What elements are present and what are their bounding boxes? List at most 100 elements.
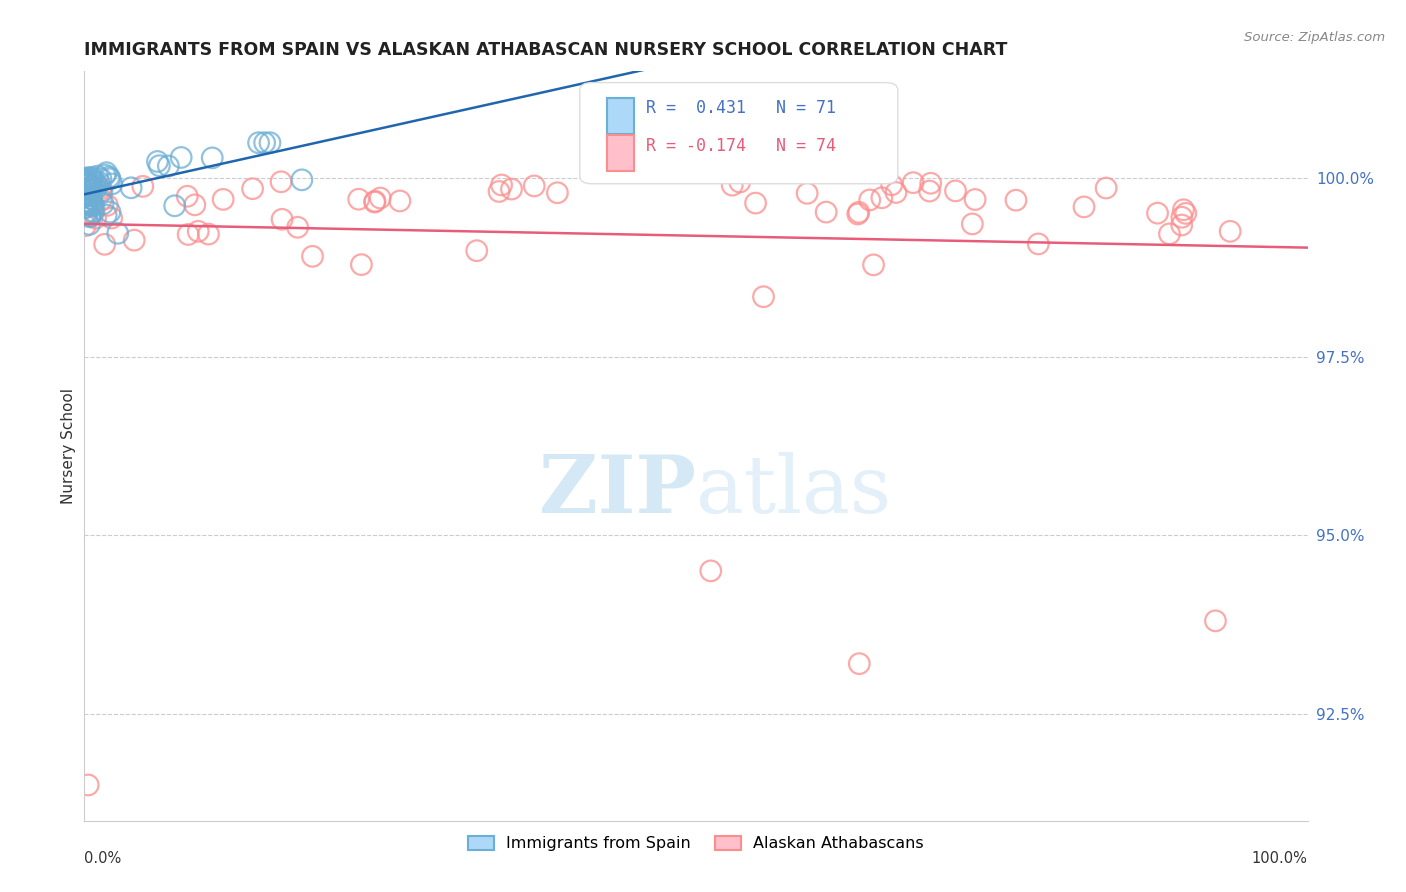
Point [368, 191, 391, 205]
Point [96, 198, 118, 212]
Point [100, 211, 122, 225]
Point [197, 227, 219, 241]
Point [98, 171, 121, 186]
Point [87, 176, 110, 190]
Point [82, 205, 104, 219]
Text: R = -0.174   N = 74: R = -0.174 N = 74 [645, 136, 835, 154]
Point [75, 178, 97, 192]
Point [148, 159, 170, 173]
Point [80, 171, 103, 186]
Point [73, 201, 96, 215]
Point [98, 169, 121, 184]
Point [76, 207, 98, 221]
Point [242, 182, 264, 196]
Bar [606, 135, 634, 171]
Point [870, 191, 893, 205]
Point [90, 184, 112, 198]
Point [73, 172, 96, 186]
Point [920, 176, 942, 190]
Point [146, 154, 169, 169]
Point [75, 178, 97, 192]
Point [388, 194, 411, 208]
Y-axis label: Nursery School: Nursery School [60, 388, 76, 504]
Point [75, 171, 97, 186]
Point [75, 178, 97, 192]
Point [79, 184, 101, 198]
Point [84, 175, 107, 189]
Point [884, 186, 907, 200]
Point [862, 258, 884, 272]
Point [75, 194, 97, 209]
Point [728, 175, 751, 189]
Point [80, 171, 103, 186]
Point [752, 290, 775, 304]
Point [94, 168, 117, 182]
Point [79, 218, 101, 232]
Point [76, 173, 98, 187]
Point [347, 192, 370, 206]
Point [75, 201, 97, 215]
Point [271, 212, 294, 227]
Point [79, 170, 101, 185]
Point [79, 209, 101, 223]
Point [79, 183, 101, 197]
Legend: Immigrants from Spain, Alaskan Athabascans: Immigrants from Spain, Alaskan Athabasca… [461, 830, 931, 857]
Point [79, 210, 101, 224]
Point [364, 194, 387, 209]
Point [107, 227, 129, 241]
Point [76, 195, 98, 210]
Point [75, 176, 97, 190]
Point [73, 206, 96, 220]
Point [848, 205, 870, 219]
Point [77, 778, 100, 792]
Point [122, 233, 145, 247]
Point [82, 204, 104, 219]
Point [1219, 224, 1241, 238]
Point [75, 219, 97, 233]
Text: IMMIGRANTS FROM SPAIN VS ALASKAN ATHABASCAN NURSERY SCHOOL CORRELATION CHART: IMMIGRANTS FROM SPAIN VS ALASKAN ATHABAS… [84, 41, 1008, 59]
Point [80, 196, 103, 211]
Point [83, 199, 105, 213]
Point [212, 193, 235, 207]
Point [80, 179, 103, 194]
Point [880, 178, 903, 192]
Point [98, 205, 121, 219]
Point [744, 196, 766, 211]
Point [962, 217, 984, 231]
Point [259, 136, 281, 150]
Point [73, 188, 96, 202]
Point [253, 136, 276, 150]
Point [93, 237, 115, 252]
Point [700, 564, 723, 578]
Point [1146, 206, 1168, 220]
Point [157, 159, 180, 173]
Point [859, 193, 882, 207]
Point [80, 178, 103, 193]
Point [945, 184, 967, 198]
Point [1173, 202, 1195, 217]
Point [82, 183, 104, 197]
Point [96, 208, 118, 222]
Point [75, 174, 97, 188]
Point [247, 136, 270, 150]
Point [301, 249, 323, 263]
Point [73, 172, 96, 186]
Point [86, 169, 108, 183]
Point [901, 176, 924, 190]
Point [75, 196, 97, 211]
Point [1170, 218, 1192, 232]
Point [1095, 181, 1118, 195]
Point [1159, 227, 1181, 241]
Point [82, 198, 104, 212]
Point [350, 258, 373, 272]
Point [846, 207, 869, 221]
Point [90, 181, 112, 195]
Point [170, 151, 193, 165]
Text: Source: ZipAtlas.com: Source: ZipAtlas.com [1244, 31, 1385, 45]
Point [918, 184, 941, 198]
Point [287, 220, 309, 235]
Point [1204, 614, 1226, 628]
Point [546, 186, 568, 200]
Point [1174, 206, 1197, 220]
Point [80, 192, 103, 206]
